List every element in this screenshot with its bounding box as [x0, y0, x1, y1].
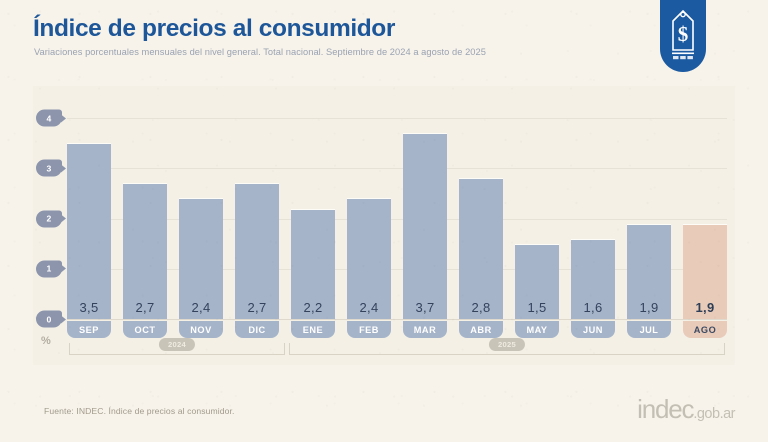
bar-column-mar[interactable]: 3,7 MAR	[403, 98, 447, 338]
bar-value-label-may: 1,5	[527, 300, 547, 315]
month-label-mar: MAR	[403, 321, 447, 338]
bar-abr[interactable]: 2,8	[459, 178, 503, 319]
year-label-2024: 2024	[158, 338, 196, 351]
bar-jul[interactable]: 1,9	[627, 223, 671, 319]
indec-price-tag-badge-icon: $	[660, 0, 706, 72]
y-axis-unit-label: %	[41, 335, 51, 347]
bar-ene[interactable]: 2,2	[291, 208, 335, 319]
site-logo-tld: .gob.ar	[693, 406, 735, 422]
chart-panel: 0 1 2 3 4 3,5 SEP 2,7 OCT 2,4 NOV 2,7 DIC 2,2 ENE 2,4 F…	[33, 86, 735, 365]
bar-ago[interactable]: 1,9	[683, 223, 727, 319]
bar-value-label-nov: 2,4	[191, 300, 211, 315]
bar-column-jul[interactable]: 1,9 JUL	[627, 98, 671, 338]
bar-value-label-ago: 1,9	[695, 300, 715, 315]
y-axis-tick-1: 1	[36, 260, 62, 278]
y-axis-tick-4: 4	[36, 109, 62, 127]
month-label-sep: SEP	[67, 321, 111, 338]
gridline-2	[67, 218, 727, 220]
bar-value-label-mar: 3,7	[415, 300, 435, 315]
gridline-3	[67, 168, 727, 170]
gridline-0	[67, 319, 727, 320]
site-logo-mark: indec	[637, 394, 694, 424]
bar-column-may[interactable]: 1,5 MAY	[515, 98, 559, 338]
y-axis-tick-2: 2	[36, 210, 62, 228]
bar-value-label-ene: 2,2	[303, 300, 323, 315]
source-note: Fuente: INDEC. Índice de precios al cons…	[44, 406, 235, 416]
gridline-4	[67, 118, 727, 120]
bar-column-nov[interactable]: 2,4 NOV	[179, 98, 223, 338]
gridline-1	[67, 268, 727, 270]
bar-sep[interactable]: 3,5	[67, 143, 111, 319]
month-label-nov: NOV	[179, 321, 223, 338]
bar-value-label-feb: 2,4	[359, 300, 379, 315]
y-axis-tick-3: 3	[36, 159, 62, 177]
month-label-dic: DIC	[235, 321, 279, 338]
page-header: Índice de precios al consumidor Variacio…	[0, 0, 768, 80]
bar-column-oct[interactable]: 2,7 OCT	[123, 98, 167, 338]
bar-column-ago[interactable]: 1,9 AGO	[683, 98, 727, 338]
bar-column-sep[interactable]: 3,5 SEP	[67, 98, 111, 338]
bar-oct[interactable]: 2,7	[123, 183, 167, 319]
page-title: Índice de precios al consumidor	[33, 15, 396, 42]
month-label-ene: ENE	[291, 321, 335, 338]
bar-value-label-jul: 1,9	[639, 300, 659, 315]
year-brackets: 2024 2025	[67, 338, 727, 361]
month-label-feb: FEB	[347, 321, 391, 338]
svg-text:$: $	[678, 22, 689, 46]
bar-may[interactable]: 1,5	[515, 243, 559, 319]
bar-value-label-dic: 2,7	[247, 300, 267, 315]
month-label-abr: ABR	[459, 321, 503, 338]
month-label-may: MAY	[515, 321, 559, 338]
bar-feb[interactable]: 2,4	[347, 198, 391, 319]
month-label-jun: JUN	[571, 321, 615, 338]
year-label-2025: 2025	[488, 338, 526, 351]
bar-value-label-jun: 1,6	[583, 300, 603, 315]
bar-value-label-oct: 2,7	[135, 300, 155, 315]
bar-series: 3,5 SEP 2,7 OCT 2,4 NOV 2,7 DIC 2,2 ENE 2,4 FEB 3,7 M…	[67, 98, 727, 338]
bar-dic[interactable]: 2,7	[235, 183, 279, 319]
y-axis-tick-0: 0	[36, 310, 62, 328]
month-label-ago: AGO	[683, 321, 727, 338]
bar-nov[interactable]: 2,4	[179, 198, 223, 319]
bar-column-feb[interactable]: 2,4 FEB	[347, 98, 391, 338]
bar-column-dic[interactable]: 2,7 DIC	[235, 98, 279, 338]
month-label-oct: OCT	[123, 321, 167, 338]
bar-jun[interactable]: 1,6	[571, 238, 615, 319]
month-label-jul: JUL	[627, 321, 671, 338]
bar-value-label-abr: 2,8	[471, 300, 491, 315]
indec-site-logo[interactable]: indec .gob.ar	[637, 396, 735, 422]
bar-mar[interactable]: 3,7	[403, 133, 447, 319]
bar-value-label-sep: 3,5	[79, 300, 99, 315]
plot-area: 0 1 2 3 4 3,5 SEP 2,7 OCT 2,4 NOV 2,7 DIC 2,2 ENE 2,4 F…	[36, 98, 727, 338]
bar-column-abr[interactable]: 2,8 ABR	[459, 98, 503, 338]
page-subtitle: Variaciones porcentuales mensuales del n…	[34, 47, 486, 57]
bar-column-jun[interactable]: 1,6 JUN	[571, 98, 615, 338]
bar-column-ene[interactable]: 2,2 ENE	[291, 98, 335, 338]
